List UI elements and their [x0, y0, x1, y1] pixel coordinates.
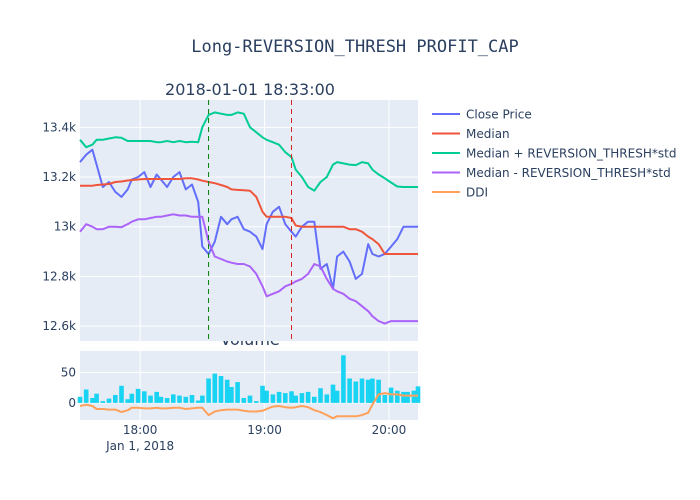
volume-bar: [212, 373, 218, 403]
volume-bar: [218, 376, 224, 403]
volume-bar: [401, 391, 406, 403]
x-tick-label: 18:00: [123, 423, 158, 437]
volume-bar: [365, 379, 371, 403]
volume-bar: [324, 394, 330, 403]
volume-bar: [125, 399, 130, 403]
volume-bar: [254, 401, 259, 403]
volume-bar: [411, 390, 417, 403]
price-plot-area: 12.6k 12.8k 13k 13.2k 13.4k: [42, 100, 418, 341]
volume-bar: [382, 395, 388, 403]
legend-label: Close Price: [466, 108, 532, 122]
volume-bar: [347, 378, 352, 403]
price-plot-background: [80, 100, 418, 341]
volume-y-tick-label: 50: [61, 365, 76, 379]
volume-bar: [276, 391, 282, 403]
price-y-tick-label: 13.2k: [42, 170, 76, 184]
volume-bar: [334, 390, 340, 403]
x-tick-date-label: Jan 1, 2018: [105, 439, 174, 453]
volume-bar: [158, 396, 164, 403]
series-line-median-reversion-thresh-std: [79, 111, 418, 192]
volume-bar: [106, 398, 112, 403]
volume-bar: [260, 385, 265, 403]
x-tick-label: 19:00: [247, 423, 282, 437]
volume-bar: [359, 378, 365, 403]
volume-bar: [142, 391, 147, 403]
volume-bar: [405, 391, 410, 403]
volume-bar: [293, 395, 298, 403]
x-tick-label: 20:00: [372, 423, 407, 437]
volume-bar: [299, 393, 305, 403]
volume-bar: [283, 393, 288, 403]
legend-label: DDI: [466, 186, 488, 200]
volume-bar: [77, 396, 83, 403]
price-y-tick-label: 12.8k: [42, 269, 76, 283]
volume-bar: [94, 393, 99, 403]
volume-bar: [171, 394, 176, 403]
volume-bar: [229, 387, 234, 403]
legend-label: Median: [466, 127, 510, 141]
volume-bar: [164, 398, 170, 403]
volume-bar: [129, 393, 135, 403]
volume-bar: [312, 396, 317, 403]
volume-bar: [330, 384, 336, 403]
volume-bar: [305, 391, 311, 403]
volume-bar: [376, 379, 381, 403]
volume-bar: [148, 395, 153, 403]
volume-bar: [206, 378, 211, 403]
legend-label: Median - REVERSION_THRESH*std: [466, 166, 671, 180]
price-y-tick-label: 12.6k: [42, 319, 76, 333]
volume-y-tick-label: 0: [68, 396, 76, 410]
volume-bar: [200, 395, 205, 403]
volume-bar: [189, 395, 195, 403]
volume-bar: [113, 395, 118, 403]
volume-bar: [241, 398, 247, 403]
volume-bar: [90, 398, 95, 403]
chart-title: Long-REVERSION_THRESH PROFIT_CAP: [191, 37, 519, 57]
volume-bar: [395, 390, 400, 403]
volume-bar: [183, 396, 189, 403]
series-line-close-price: [79, 148, 418, 290]
series-line-ddi: [79, 392, 418, 420]
volume-bar: [247, 395, 253, 403]
volume-bar: [341, 355, 346, 403]
subplot-title-price: 2018-01-01 18:33:00: [165, 80, 335, 99]
volume-bar: [318, 388, 323, 403]
legend-label: Median + REVERSION_THRESH*std: [466, 147, 676, 161]
volume-plot-area: 0 50 18:00 19:00 20:00 Jan 1, 2018: [61, 351, 421, 453]
series-line-median-reversion-thresh-std: [79, 213, 418, 325]
volume-bar: [119, 385, 124, 403]
series-line-median: [80, 177, 418, 255]
legend: Close Price Median Median + REVERSION_THRE…: [432, 108, 676, 200]
volume-bar: [370, 378, 375, 403]
volume-bar: [270, 394, 276, 403]
price-y-tick-label: 13k: [54, 220, 76, 234]
volume-bar: [264, 390, 269, 403]
volume-bar: [224, 379, 230, 403]
volume-bar: [100, 401, 106, 403]
price-y-tick-label: 13.4k: [42, 120, 76, 134]
volume-bar: [195, 400, 201, 403]
volume-bar: [289, 391, 294, 403]
volume-bar: [135, 388, 141, 403]
volume-bar: [83, 389, 89, 403]
volume-bar: [177, 395, 182, 403]
volume-bar: [154, 391, 159, 403]
volume-bar: [235, 382, 240, 403]
volume-bar: [353, 381, 359, 403]
